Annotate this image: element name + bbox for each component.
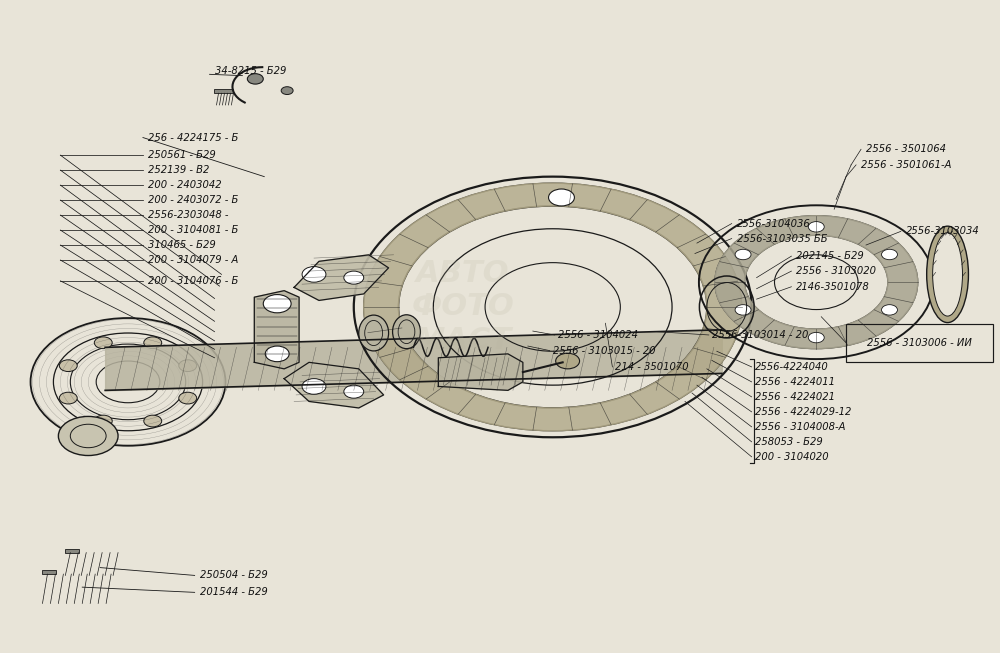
Circle shape xyxy=(344,385,364,398)
Text: АВТО
ФОТО
МАСТ: АВТО ФОТО МАСТ xyxy=(412,259,515,355)
Circle shape xyxy=(265,346,289,362)
Ellipse shape xyxy=(933,232,962,316)
Text: 200 - 3104076 - Б: 200 - 3104076 - Б xyxy=(148,276,238,286)
Text: 200 - 2403042: 200 - 2403042 xyxy=(148,180,222,190)
Text: 202145 - Б29: 202145 - Б29 xyxy=(796,251,864,261)
Text: 2556-2303048 -: 2556-2303048 - xyxy=(148,210,228,220)
Text: 2556 - 3501064: 2556 - 3501064 xyxy=(866,144,946,154)
Circle shape xyxy=(179,392,197,404)
Text: 2556-3103035 ББ: 2556-3103035 ББ xyxy=(737,234,827,244)
Wedge shape xyxy=(364,183,742,431)
Text: 250561 - Б29: 250561 - Б29 xyxy=(148,150,216,160)
Text: 256 - 4224175 - Б: 256 - 4224175 - Б xyxy=(148,133,238,142)
Text: 201544 - Б29: 201544 - Б29 xyxy=(200,587,267,597)
Circle shape xyxy=(549,189,574,206)
Bar xyxy=(846,324,993,362)
Text: 2556-3104036: 2556-3104036 xyxy=(737,219,810,229)
Circle shape xyxy=(344,271,364,284)
Bar xyxy=(214,89,233,93)
Text: 200 - 3104079 - A: 200 - 3104079 - A xyxy=(148,255,238,265)
Text: 200 - 3104081 - Б: 200 - 3104081 - Б xyxy=(148,225,238,235)
Text: 2556 - 3103015 - 20: 2556 - 3103015 - 20 xyxy=(553,345,655,356)
Text: 252139 - В2: 252139 - В2 xyxy=(148,165,209,175)
Circle shape xyxy=(882,249,897,260)
Text: 2556-3103034: 2556-3103034 xyxy=(906,227,980,236)
Text: 2556 - 3103020: 2556 - 3103020 xyxy=(796,266,876,276)
Circle shape xyxy=(735,305,751,315)
Polygon shape xyxy=(438,354,523,390)
Polygon shape xyxy=(284,362,384,408)
Circle shape xyxy=(808,221,824,232)
Circle shape xyxy=(302,379,326,394)
Text: 2556 - 4224029-12: 2556 - 4224029-12 xyxy=(755,407,851,417)
Text: 2146-3501078: 2146-3501078 xyxy=(796,281,870,292)
Text: 200 - 2403072 - Б: 200 - 2403072 - Б xyxy=(148,195,238,205)
Text: 2556-4224040: 2556-4224040 xyxy=(755,362,828,372)
Polygon shape xyxy=(294,255,389,300)
Text: 2556 - 4224011: 2556 - 4224011 xyxy=(755,377,835,387)
Circle shape xyxy=(179,360,197,372)
Text: 2556 - 3103006 - ИИ: 2556 - 3103006 - ИИ xyxy=(867,338,972,348)
Circle shape xyxy=(247,74,263,84)
Ellipse shape xyxy=(393,315,420,349)
Text: 2556-3103014 - 20: 2556-3103014 - 20 xyxy=(712,330,808,340)
Bar xyxy=(65,549,79,552)
Ellipse shape xyxy=(927,226,968,323)
Circle shape xyxy=(556,353,580,369)
Text: 250504 - Б29: 250504 - Б29 xyxy=(200,571,267,581)
Text: 2556 - 3104008-A: 2556 - 3104008-A xyxy=(755,422,845,432)
Circle shape xyxy=(281,87,293,95)
Circle shape xyxy=(59,360,77,372)
Bar xyxy=(42,570,56,574)
Text: 2556 - 4224021: 2556 - 4224021 xyxy=(755,392,835,402)
Text: 258053 - Б29: 258053 - Б29 xyxy=(755,437,822,447)
Circle shape xyxy=(263,295,291,313)
Ellipse shape xyxy=(359,315,389,351)
Text: 200 - 3104020: 200 - 3104020 xyxy=(755,452,828,462)
Polygon shape xyxy=(254,291,299,369)
Circle shape xyxy=(144,415,162,427)
Circle shape xyxy=(58,417,118,456)
Circle shape xyxy=(882,305,897,315)
Circle shape xyxy=(144,337,162,349)
Circle shape xyxy=(808,332,824,343)
Text: 2556 - 3104024: 2556 - 3104024 xyxy=(558,330,638,340)
Wedge shape xyxy=(715,215,918,349)
Circle shape xyxy=(94,415,112,427)
Text: 214 - 3501070: 214 - 3501070 xyxy=(615,362,689,372)
Text: 34-8215 - Б29: 34-8215 - Б29 xyxy=(215,66,286,76)
Text: 310465 - Б29: 310465 - Б29 xyxy=(148,240,216,250)
Circle shape xyxy=(302,266,326,282)
Circle shape xyxy=(59,392,77,404)
Circle shape xyxy=(735,249,751,260)
Text: 2556 - 3501061-A: 2556 - 3501061-A xyxy=(861,160,952,170)
Circle shape xyxy=(94,337,112,349)
